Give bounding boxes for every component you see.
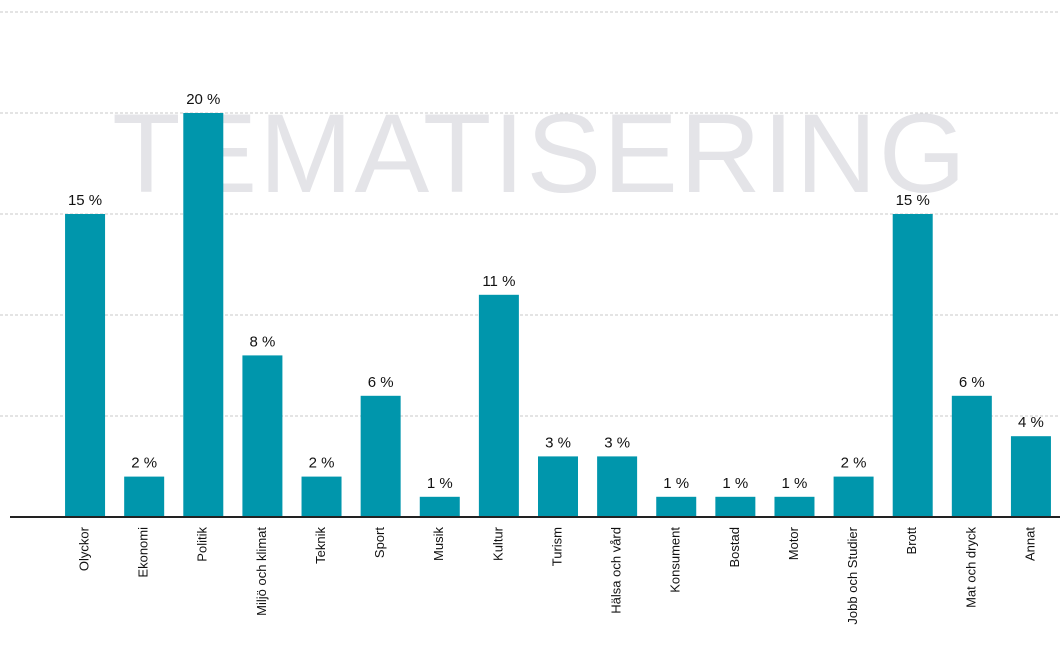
value-label: 1 %	[663, 475, 689, 492]
x-tick-label: Musik	[431, 527, 446, 561]
value-label: 4 %	[1018, 414, 1044, 431]
x-tick-label: Annat	[1022, 527, 1037, 561]
bar	[774, 496, 815, 517]
bar	[538, 456, 578, 517]
bar	[892, 214, 933, 517]
x-tick-label: Konsument	[668, 527, 683, 593]
bar	[242, 355, 283, 517]
value-label: 11 %	[482, 273, 515, 290]
bar	[360, 395, 401, 517]
bar	[301, 476, 342, 517]
value-label: 8 %	[249, 333, 275, 350]
value-label: 15 %	[896, 192, 930, 209]
value-label: 3 %	[545, 434, 571, 451]
x-tick-label: Teknik	[313, 527, 328, 564]
x-tick-label: Politik	[195, 527, 210, 562]
x-tick-label: Sport	[372, 527, 387, 558]
bar	[715, 496, 756, 517]
x-tick-label: Jobb och Studier	[845, 526, 860, 624]
value-label: 1 %	[722, 475, 748, 492]
bar	[1010, 436, 1051, 517]
x-tick-label: Brott	[904, 527, 919, 555]
chart-title: TEMATISERING	[112, 91, 968, 216]
value-label: 2 %	[841, 455, 867, 472]
x-tick-label: Turism	[549, 527, 564, 566]
bar	[597, 456, 638, 517]
value-label: 15 %	[68, 192, 102, 209]
value-label: 20 %	[186, 91, 220, 108]
value-label: 6 %	[368, 374, 394, 391]
bar	[183, 113, 224, 517]
x-tick-label: Bostad	[727, 527, 742, 567]
value-label: 1 %	[782, 475, 808, 492]
value-label: 2 %	[309, 455, 335, 472]
x-tick-label: Miljö och klimat	[254, 527, 269, 616]
x-tick-label: Olyckor	[76, 526, 91, 571]
x-tick-label: Mat och dryck	[963, 527, 978, 608]
value-label: 3 %	[604, 434, 630, 451]
bar	[478, 294, 519, 517]
value-label: 2 %	[131, 455, 157, 472]
bar	[656, 496, 697, 517]
x-tick-label: Kultur	[490, 526, 505, 561]
x-tick-label: Hälsa och vård	[609, 527, 624, 614]
bar	[419, 496, 460, 517]
x-tick-label: Motor	[786, 526, 801, 560]
x-tick-label: Ekonomi	[136, 527, 151, 578]
bar	[65, 214, 106, 517]
bar	[833, 476, 874, 517]
value-label: 6 %	[959, 374, 985, 391]
bar	[124, 476, 165, 517]
bar	[951, 395, 992, 517]
value-label: 1 %	[427, 475, 453, 492]
